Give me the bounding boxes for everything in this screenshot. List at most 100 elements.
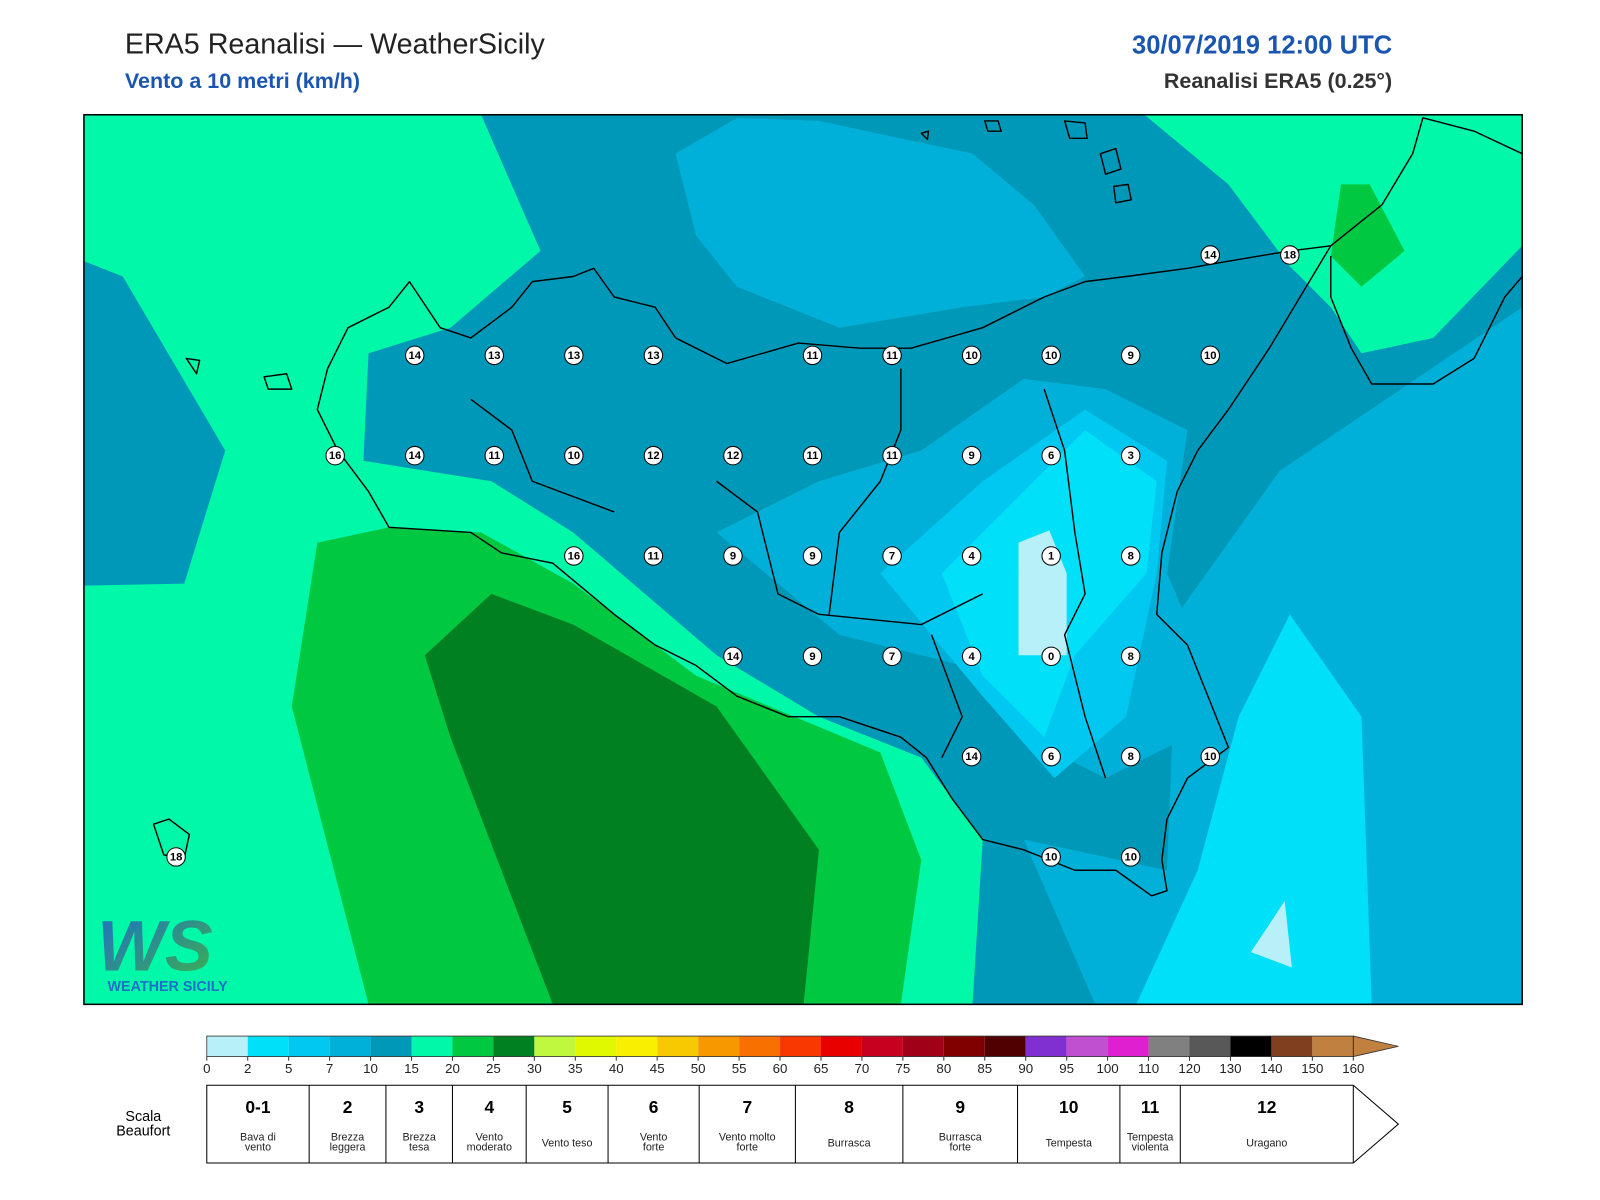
field-10-15 — [83, 261, 226, 586]
station-value: 9 — [809, 550, 815, 562]
beaufort-desc: Tempesta — [1045, 1138, 1092, 1150]
station: 9 — [1120, 345, 1141, 366]
station-value: 14 — [408, 450, 421, 462]
station-marker — [802, 345, 823, 366]
map-frame — [83, 114, 1523, 1006]
station: 10 — [1041, 847, 1061, 867]
station: 10 — [1041, 345, 1061, 366]
beaufort-desc: Vento molto — [719, 1131, 776, 1143]
station-marker — [1200, 345, 1220, 366]
station-marker — [723, 445, 743, 466]
datetime: 30/07/2019 12:00 UTC — [1132, 31, 1392, 59]
beaufort-frame — [206, 1084, 1400, 1164]
colorbar-segment — [370, 1036, 412, 1057]
colorbar-segment — [1189, 1036, 1231, 1057]
station-value: 11 — [647, 550, 659, 562]
station: 16 — [564, 546, 584, 566]
station-value: 9 — [730, 550, 736, 562]
colorbar-tick-label: 150 — [1301, 1061, 1323, 1076]
station-marker — [802, 646, 823, 667]
station-value: 11 — [886, 450, 898, 462]
beaufort-desc: Brezza — [402, 1131, 435, 1143]
station-value: 0 — [1048, 651, 1054, 663]
station-marker — [961, 445, 982, 466]
station-marker — [882, 345, 902, 366]
station-value: 10 — [568, 450, 581, 462]
beaufort-desc: Uragano — [1246, 1138, 1287, 1150]
station-marker — [1200, 746, 1220, 767]
station: 14 — [961, 746, 982, 767]
regional-borders — [470, 368, 1107, 779]
colorbar-extension — [1352, 1035, 1399, 1058]
field-25-30 — [424, 593, 819, 1005]
beaufort-title: Beaufort — [116, 1123, 170, 1139]
station-marker — [1120, 746, 1141, 767]
station-value: 14 — [965, 751, 978, 763]
station-value: 8 — [1128, 751, 1134, 763]
beaufort-desc: moderato — [467, 1142, 512, 1154]
station-value: 16 — [329, 450, 342, 462]
station: 18 — [166, 847, 186, 867]
colorbar-segment — [1230, 1036, 1272, 1057]
beaufort-force: 10 — [1059, 1097, 1078, 1117]
colorbar-tick-label: 80 — [936, 1061, 951, 1076]
beaufort-desc: forte — [643, 1142, 665, 1154]
station-value: 7 — [889, 651, 895, 663]
station-marker — [961, 746, 982, 767]
station-marker — [961, 546, 982, 566]
station-value: 13 — [488, 350, 501, 362]
colorbar-segment — [1271, 1036, 1313, 1057]
station-marker — [1041, 546, 1061, 566]
colorbar-segment — [575, 1036, 617, 1057]
station: 9 — [802, 546, 823, 566]
station-marker — [1200, 245, 1220, 265]
colorbar-tick-label: 85 — [977, 1061, 992, 1076]
station: 13 — [643, 345, 664, 366]
colorbar-tick-label: 90 — [1018, 1061, 1033, 1076]
station-marker — [325, 445, 345, 466]
station-marker — [723, 546, 743, 566]
station: 9 — [961, 445, 982, 466]
station-value: 9 — [1128, 350, 1134, 362]
colorbar-tick-label: 7 — [326, 1061, 333, 1076]
station: 11 — [802, 445, 823, 466]
station-marker — [1280, 245, 1300, 265]
field-2-5-se — [1136, 614, 1372, 1005]
station: 11 — [484, 445, 505, 466]
station-value: 12 — [647, 450, 660, 462]
beaufort-force: 5 — [562, 1097, 572, 1117]
station-value: 14 — [408, 350, 421, 362]
beaufort-force: 11 — [1141, 1097, 1160, 1117]
station-marker — [405, 345, 425, 366]
beaufort-desc: Vento — [476, 1131, 503, 1143]
station-value: 14 — [727, 651, 740, 663]
beaufort-force: 2 — [343, 1097, 353, 1117]
station: 11 — [882, 345, 902, 366]
station-marker — [405, 445, 425, 466]
colorbar-segment — [534, 1036, 576, 1057]
colorbar: 0 2 5 7 10 15 20 25 30 35 40 45 50 55 60 65 70 75 80 85 90 95… — [203, 1035, 1399, 1076]
colorbar-tick-label: 55 — [732, 1061, 747, 1076]
colorbar-segment — [206, 1036, 248, 1057]
colorbar-tick-label: 100 — [1097, 1061, 1119, 1076]
station-value: 4 — [968, 550, 975, 562]
station-marker — [1120, 445, 1141, 466]
station-marker — [564, 345, 584, 366]
station: 12 — [643, 445, 664, 466]
station-marker — [166, 847, 186, 867]
beaufort-force: 12 — [1257, 1097, 1276, 1117]
station-marker — [1120, 847, 1141, 867]
station-marker — [643, 445, 664, 466]
station-marker — [564, 445, 584, 466]
station: 10 — [1200, 746, 1220, 767]
station-value: 6 — [1048, 751, 1054, 763]
colorbar-segment — [493, 1036, 535, 1057]
station-value: 8 — [1128, 651, 1134, 663]
colorbar-segment — [329, 1036, 371, 1057]
beaufort-desc: Vento — [640, 1131, 667, 1143]
station-value: 10 — [1045, 350, 1058, 362]
station: 11 — [643, 546, 664, 566]
